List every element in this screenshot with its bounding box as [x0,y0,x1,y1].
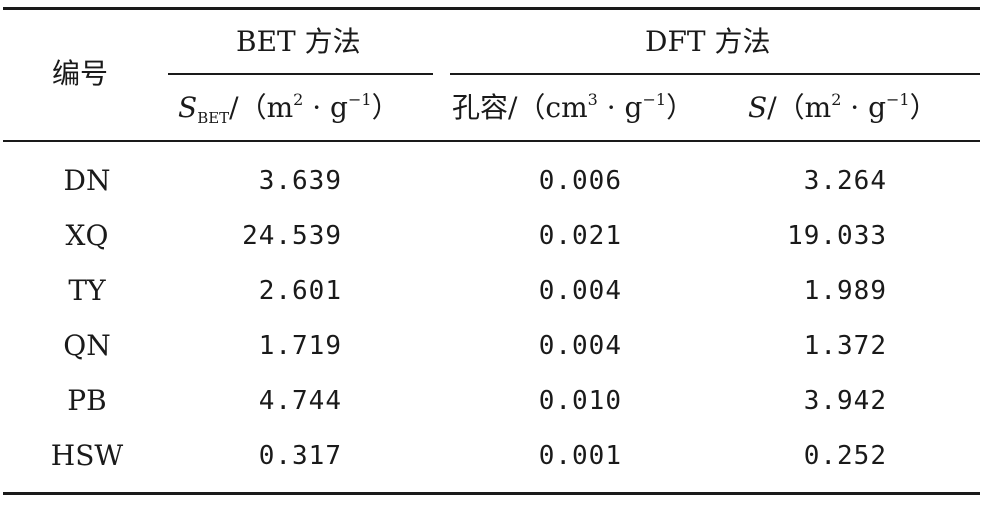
row-sbet: 3.639 [258,166,342,196]
dft-surface-column-header: S/（m2 · g−1） [748,91,938,124]
pore-unit-close: ） [666,91,695,124]
row-sbet: 24.539 [242,221,342,251]
sbet-unit-exp1: 2 [293,90,304,109]
pore-unit-exp2: −1 [642,90,667,109]
pore-unit-exp1: 3 [587,90,598,109]
row-code: HSW [50,439,124,472]
row-code: QN [63,329,111,362]
sbet-symbol: S [178,91,198,124]
bet-group-rule [168,73,433,75]
row-pore-volume: 0.010 [538,386,622,416]
s-unit-close: ） [909,91,938,124]
row-sbet: 4.744 [258,386,342,416]
row-code: PB [67,384,107,417]
s-unit-exp2: −1 [886,90,910,109]
s-unit-open: /（m [767,91,832,124]
row-pore-volume: 0.021 [538,221,622,251]
dft-group-rule [450,73,980,75]
bet-group-header: BET 方法 [236,25,361,58]
row-dft-surface: 1.372 [803,331,887,361]
table-bottom-rule [3,492,980,495]
s-symbol: S [748,91,768,124]
row-code: DN [63,164,111,197]
pore-volume-column-header: 孔容/（cm3 · g−1） [452,91,695,124]
pore-unit-mid: · g [597,91,643,124]
s-unit-exp1: 2 [831,90,842,109]
row-code: TY [68,274,106,307]
row-pore-volume: 0.006 [538,166,622,196]
row-dft-surface: 19.033 [787,221,887,251]
dft-group-header: DFT 方法 [645,25,771,58]
row-dft-surface: 1.989 [803,276,887,306]
row-code: XQ [65,219,109,252]
row-sbet: 1.719 [258,331,342,361]
table-top-rule [3,7,980,10]
sbet-unit-mid: · g [303,91,348,124]
sbet-column-header: SBET/（m2 · g−1） [178,91,400,126]
row-sbet: 0.317 [258,441,342,471]
sbet-unit-open: /（m [229,91,294,124]
row-dft-surface: 3.264 [803,166,887,196]
row-dft-surface: 0.252 [803,441,887,471]
row-pore-volume: 0.004 [538,276,622,306]
row-pore-volume: 0.004 [538,331,622,361]
header-bottom-rule [3,140,980,142]
sbet-subscript: BET [197,109,230,127]
sbet-unit-exp2: −1 [347,90,372,109]
row-sbet: 2.601 [258,276,342,306]
code-column-header: 编号 [52,57,109,90]
pore-label: 孔容/（cm [452,91,588,124]
row-dft-surface: 3.942 [803,386,887,416]
s-unit-mid: · g [841,91,886,124]
row-pore-volume: 0.001 [538,441,622,471]
sbet-unit-close: ） [371,91,400,124]
